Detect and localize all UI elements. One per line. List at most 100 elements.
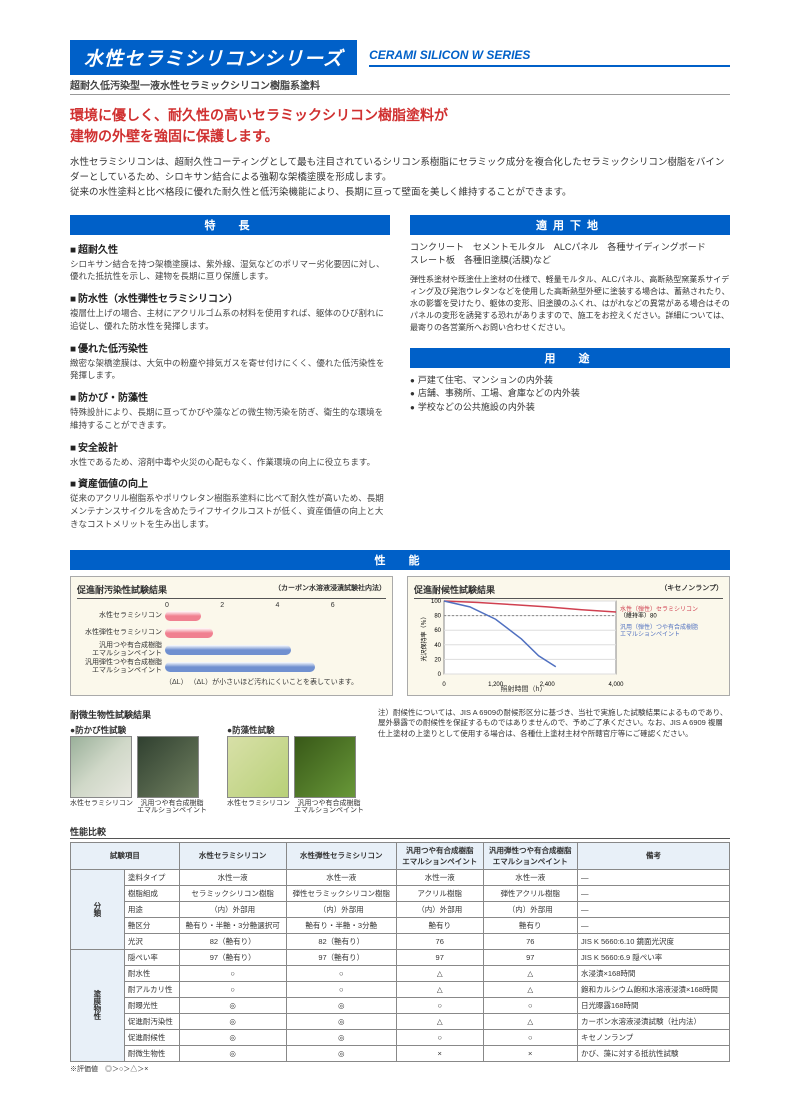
cmp-cell: 82（艶有り） [179,933,286,949]
cmp-cell: （内）外部用 [396,901,483,917]
bar-row: 水性弾性セラミシリコン [77,626,386,640]
cmp-cell: （内）外部用 [483,901,578,917]
cmp-cell: ○ [179,981,286,997]
bio-img [137,736,199,798]
eng-title: CERAMI SILICON W SERIES [369,48,730,67]
cmp-cell: カーボン水溶液浸漬試験（社内法） [578,1013,730,1029]
poll-title: 促進耐汚染性試験結果 [77,585,167,595]
cmp-cell: 水性一液 [483,869,578,885]
cmp-cell: 用途 [124,901,179,917]
cmp-cell: かび、藻に対する抵抗性試験 [578,1045,730,1061]
cmp-cell: キセノンランプ [578,1029,730,1045]
bio-cap: 汎用つや有合成樹脂 エマルションペイント [137,800,207,815]
cmp-cell: △ [396,965,483,981]
bar [165,611,201,621]
uses-hdr: 用 途 [410,348,730,368]
cmp-col-hdr: 水性弾性セラミシリコン [286,842,396,869]
cmp-cell: セラミックシリコン樹脂 [179,885,286,901]
cmp-cell: 塗料タイプ [124,869,179,885]
bar-row: 汎用つや有合成樹脂 エマルションペイント [77,643,386,657]
feature-item: 安全設計水性であるため、溶剤中毒や火災の心配もなく、作業環境の向上に役立ちます。 [70,439,390,469]
mold-images: 水性セラミシリコン汎用つや有合成樹脂 エマルションペイント [70,736,207,815]
cmp-foot: ※評価値 ◎＞○＞△＞× [70,1064,730,1074]
cmp-cell: ◎ [179,1045,286,1061]
perf-hdr: 性 能 [70,550,730,570]
cmp-col-hdr: 備考 [578,842,730,869]
bio-sample: 水性セラミシリコン [227,736,290,815]
cmp-cell: 日光曝露168時間 [578,997,730,1013]
bar-footnote: （ΔL） （ΔL）が小さいほど汚れにくいことを表しています。 [165,677,386,687]
feature-body: シロキサン結合を持つ架橋塗膜は、紫外線、湿気などのポリマー劣化要因に対し、優れた… [70,258,390,284]
cmp-cell: 光沢 [124,933,179,949]
cmp-cell: 艶有り [396,917,483,933]
bar-label: 汎用つや有合成樹脂 エマルションペイント [77,642,165,657]
svg-text:（維持率）80: （維持率）80 [620,611,657,619]
cmp-cell: △ [483,981,578,997]
cmp-cell: ○ [396,997,483,1013]
bar [165,662,315,672]
svg-text:20: 20 [434,657,441,663]
pollution-chart-box: 促進耐汚染性試験結果 （カーボン水溶液浸漬試験社内法） 0246水性セラミシリコ… [70,576,393,696]
bar [165,645,291,655]
bio-img [70,736,132,798]
cmp-cell: 隠ぺい率 [124,949,179,965]
cmp-cell: ◎ [286,1013,396,1029]
cmp-cell: （内）外部用 [286,901,396,917]
bio-cap: 汎用つや有合成樹脂 エマルションペイント [294,800,364,815]
bar-label: 汎用弾性つや有合成樹脂 エマルションペイント [77,659,165,674]
feature-body: 緻密な架橋塗膜は、大気中の粉塵や排気ガスを寄せ付けにくく、優れた低汚染性を発揮し… [70,357,390,383]
cmp-cell: 97（艶有り） [286,949,396,965]
cmp-cell: 耐水性 [124,965,179,981]
weather-chart-box: 促進耐候性試験結果 （キセノンランプ） 02040608010001,2002,… [407,576,730,696]
features-hdr: 特 長 [70,215,390,235]
cmp-cell: 艶有り・半艶・3分艶 [286,917,396,933]
cmp-cell: ○ [483,1029,578,1045]
feature-title: 防水性（水性弾性セラミシリコン） [70,290,390,305]
substrate-box: コンクリート セメントモルタル ALCパネル 各種サイディングボード スレート板… [410,241,730,334]
feature-item: 超耐久性シロキサン結合を持つ架橋塗膜は、紫外線、湿気などのポリマー劣化要因に対し… [70,241,390,284]
bar-row: 水性セラミシリコン [77,609,386,623]
line-chart: 02040608010001,2002,4004,000水性（弾性）セラミシリコ… [416,595,706,690]
svg-text:汎用（弾性）つや有合成樹脂: 汎用（弾性）つや有合成樹脂 [620,623,698,631]
feature-title: 超耐久性 [70,241,390,256]
title-band: 水性セラミシリコンシリーズ CERAMI SILICON W SERIES [70,40,730,75]
feature-body: 特殊設計により、長期に亘ってかびや藻などの微生物汚染を防ぎ、衛生的な環境を維持す… [70,406,390,432]
cmp-cell: ○ [483,997,578,1013]
cmp-cell: ◎ [179,1013,286,1029]
bio-img [294,736,356,798]
cmp-cell: 促進耐候性 [124,1029,179,1045]
cmp-col-hdr: 汎用つや有合成樹脂 エマルションペイント [396,842,483,869]
cmp-cell: △ [396,1013,483,1029]
cmp-cell: 弾性セラミックシリコン樹脂 [286,885,396,901]
cmp-cell: 97 [483,949,578,965]
cmp-cell: ◎ [286,1045,396,1061]
cmp-col-hdr: 汎用弾性つや有合成樹脂 エマルションペイント [483,842,578,869]
bar-label: 水性弾性セラミシリコン [77,629,165,637]
weather-note: （キセノンランプ） [660,583,723,593]
cmp-cell: 樹脂組成 [124,885,179,901]
cmp-cell: （内）外部用 [179,901,286,917]
cmp-cell: アクリル樹脂 [396,885,483,901]
cmp-cell: — [578,901,730,917]
cmp-cell: — [578,885,730,901]
cmp-col-hdr: 試験項目 [71,842,180,869]
cmp-cell: △ [396,981,483,997]
cmp-cat: 分類 [71,869,125,949]
uses-list: 戸建て住宅、マンションの内外装店舗、事務所、工場、倉庫などの内外装学校などの公共… [410,374,730,415]
feature-item: 防かび・防藻性特殊設計により、長期に亘ってかびや藻などの微生物汚染を防ぎ、衛生的… [70,389,390,432]
cmp-cell: 76 [396,933,483,949]
cmp-cell: 水性一液 [396,869,483,885]
cmp-title: 性能比較 [70,825,730,839]
cmp-cell: 耐曝光性 [124,997,179,1013]
cmp-cell: 促進耐汚染性 [124,1013,179,1029]
feature-title: 防かび・防藻性 [70,389,390,404]
bar-row: 汎用弾性つや有合成樹脂 エマルションペイント [77,660,386,674]
substrate-l2: スレート板 各種旧塗膜(活膜)など [410,254,730,268]
substrate-note: 弾性系塗材や既塗仕上塗材の仕様で、軽量モルタル、ALCパネル、高断熱型窯業系サイ… [410,274,730,334]
cmp-cell: 水性一液 [286,869,396,885]
weather-xlabel: 照射時間（h） [408,684,639,694]
svg-text:水性（弾性）セラミシリコン: 水性（弾性）セラミシリコン [620,605,698,613]
use-item: 戸建て住宅、マンションの内外装 [410,374,730,388]
cmp-cell: ◎ [179,997,286,1013]
svg-text:40: 40 [434,642,441,648]
